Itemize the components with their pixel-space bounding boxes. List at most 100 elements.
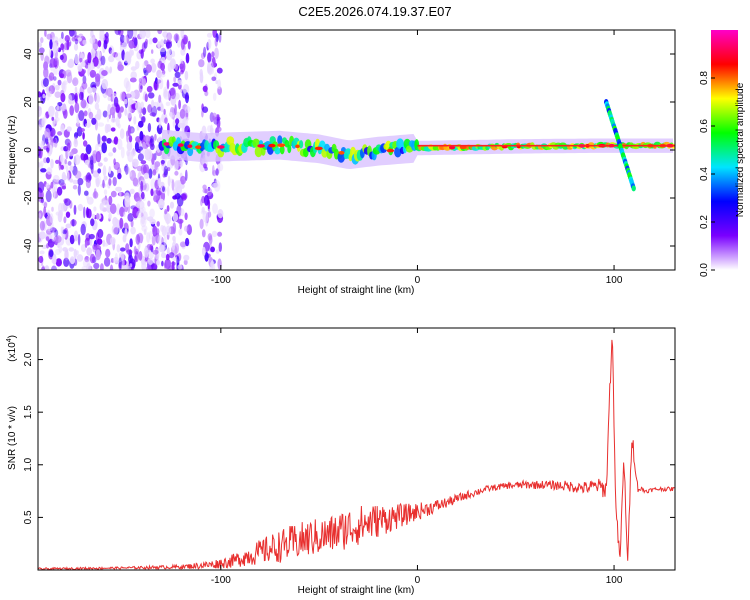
noise-blob <box>107 95 111 102</box>
noise-blob <box>44 265 50 270</box>
noise-blob <box>92 56 99 67</box>
noise-blob <box>80 244 87 253</box>
noise-blob <box>146 232 151 243</box>
noise-blob <box>203 46 207 58</box>
noise-blob <box>39 220 46 231</box>
signal-peak <box>448 145 456 150</box>
noise-blob <box>109 68 112 74</box>
noise-blob <box>51 265 57 270</box>
signal-peak <box>195 145 202 149</box>
noise-blob <box>87 174 92 181</box>
signal-band <box>158 135 675 165</box>
noise-blob <box>113 158 116 166</box>
noise-blob <box>108 212 112 220</box>
noise-blob <box>76 250 79 256</box>
noise-blob <box>58 245 63 253</box>
noise-blob <box>113 136 119 145</box>
x-tick-label: -100 <box>211 275 231 286</box>
noise-blob <box>128 135 133 143</box>
noise-blob <box>45 182 50 189</box>
noise-blob <box>89 69 97 78</box>
noise-blob <box>139 112 142 119</box>
noise-blob <box>152 249 159 255</box>
noise-blob <box>95 249 101 261</box>
noise-blob <box>177 122 183 128</box>
noise-blob <box>77 234 81 246</box>
noise-blob <box>120 146 125 159</box>
noise-blob <box>74 154 81 165</box>
noise-blob <box>60 164 64 170</box>
noise-blob <box>88 60 91 73</box>
signal-cell <box>254 146 263 158</box>
noise-blob <box>99 34 106 42</box>
noise-blob <box>77 203 84 212</box>
noise-blob <box>52 253 57 265</box>
noise-blob <box>38 42 43 48</box>
noise-blobs <box>38 30 224 270</box>
noise-blob <box>173 76 177 83</box>
noise-blob <box>89 37 96 45</box>
noise-blob <box>106 87 113 97</box>
noise-blob <box>204 90 209 97</box>
x-tick-label: 0 <box>415 275 421 286</box>
noise-blob <box>151 49 154 54</box>
noise-blob <box>112 216 118 227</box>
noise-blob <box>146 265 152 270</box>
noise-blob <box>84 241 88 249</box>
noise-blob <box>91 117 97 125</box>
noise-blob <box>102 242 109 247</box>
noise-blob <box>83 110 88 117</box>
noise-blob <box>140 180 144 192</box>
noise-blob <box>179 241 187 248</box>
noise-blob <box>95 175 102 185</box>
noise-blob <box>144 93 148 102</box>
noise-blob <box>77 184 81 196</box>
noise-blob <box>62 229 67 235</box>
noise-blob <box>73 30 77 38</box>
noise-blob <box>141 225 148 232</box>
noise-blob <box>142 141 146 149</box>
noise-blob <box>207 63 213 76</box>
noise-blob <box>171 260 175 270</box>
noise-blob <box>217 163 224 172</box>
noise-blob <box>61 31 64 39</box>
noise-blob <box>119 44 124 52</box>
noise-blob <box>141 206 146 214</box>
noise-blob <box>92 243 98 250</box>
noise-blob <box>88 233 95 240</box>
signal-peak <box>314 146 323 151</box>
noise-blob <box>97 162 103 167</box>
noise-blob <box>138 78 142 83</box>
noise-blob <box>118 257 122 269</box>
spectrogram-x-ticks: -100 0 100 <box>211 30 623 286</box>
noise-blob <box>102 179 105 189</box>
noise-blob <box>142 78 147 86</box>
snr-ylabel: SNR (10 * v/v) <box>7 406 18 470</box>
noise-blob <box>73 248 78 259</box>
spectrogram-panel: -100 0 100 -40 -20 0 20 40 Height of straight … <box>7 29 676 296</box>
noise-blob <box>183 36 188 45</box>
noise-blob <box>163 91 170 100</box>
noise-blob <box>180 30 185 40</box>
noise-blob <box>183 259 188 265</box>
noise-blob <box>147 92 155 99</box>
noise-blob <box>170 87 177 100</box>
noise-blob <box>164 213 172 225</box>
noise-blob <box>44 55 50 66</box>
noise-blob <box>69 234 75 245</box>
noise-blob <box>83 140 88 147</box>
noise-blob <box>97 122 105 127</box>
noise-blob <box>103 157 108 162</box>
noise-blob <box>125 166 131 174</box>
noise-blob <box>38 105 42 117</box>
noise-blob <box>69 105 74 116</box>
noise-blob <box>177 218 184 224</box>
noise-blob <box>108 166 112 175</box>
noise-blob <box>174 170 179 176</box>
noise-blob <box>84 122 92 128</box>
noise-blob <box>174 71 181 79</box>
noise-blob <box>38 212 41 219</box>
x-tick-label: 0 <box>415 575 421 586</box>
noise-blob <box>152 225 158 237</box>
